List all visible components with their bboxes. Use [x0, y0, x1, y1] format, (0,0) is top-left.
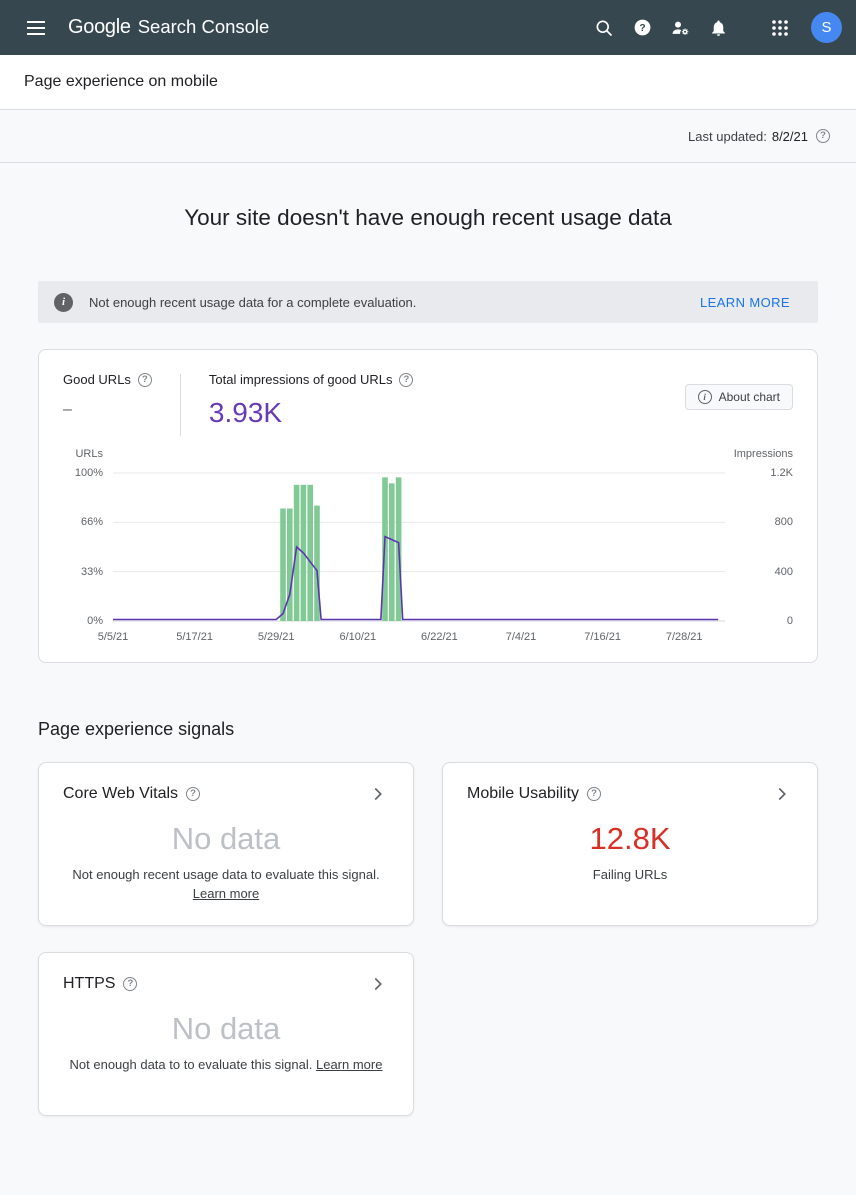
user-settings-icon: [672, 21, 688, 35]
y-tick-label: 400: [774, 565, 793, 578]
apps-grid-icon: [772, 19, 788, 36]
impressions-chart-card: Good URLs ? – Total impressions of good …: [38, 349, 818, 663]
chart-plot-column: 5/5/21 5/17/21 5/29/21 6/10/21 6/22/21 7/4/21…: [98, 472, 725, 648]
about-chart-button[interactable]: i About chart: [684, 384, 793, 410]
info-banner: i Not enough recent usage data for a com…: [38, 281, 818, 323]
good-urls-metric: Good URLs ? –: [63, 372, 152, 419]
left-axis: URLs 100% 66% 33% 0%: [63, 448, 113, 648]
app-header: Google Search Console ? S: [0, 0, 856, 55]
card-title: HTTPS: [63, 975, 116, 992]
last-updated-value: 8/2/21: [771, 128, 808, 144]
x-tick-label: 5/29/21: [257, 631, 295, 643]
card-description: Not enough recent usage data to evaluate…: [63, 866, 389, 904]
signals-heading: Page experience signals: [38, 719, 235, 739]
card-description-text: Not enough data to to evaluate this sign…: [69, 1057, 313, 1072]
card-value: No data: [171, 821, 281, 856]
y-tick-label: 33%: [80, 565, 103, 578]
card-description-text: Not enough recent usage data to evaluate…: [72, 867, 380, 882]
y-tick-label: 0: [786, 615, 793, 627]
chart-plot[interactable]: [113, 472, 725, 622]
notifications-button[interactable]: [699, 9, 737, 47]
signal-card-core-web-vitals[interactable]: Core Web Vitals ? No data Not enough rec…: [38, 762, 414, 926]
impressions-metric: Total impressions of good URLs ? 3.93K: [209, 372, 414, 429]
last-updated-row: Last updated: 8/2/21 ?: [0, 110, 856, 163]
y-tick-label: 66%: [80, 516, 103, 529]
chart-area: URLs 100% 66% 33% 0% 5/5/21 5/17/21 5/29/21 6/1…: [39, 436, 817, 662]
hamburger-icon: [27, 20, 45, 35]
impressions-label: Total impressions of good URLs: [208, 372, 393, 387]
info-icon: i: [54, 292, 73, 312]
x-tick-label: 5/5/21: [97, 631, 129, 643]
left-axis-title: URLs: [75, 448, 103, 460]
chevron-right-icon[interactable]: [771, 783, 793, 805]
card-value: No data: [171, 1011, 281, 1046]
main-heading: Your site doesn't have enough recent usa…: [184, 205, 672, 230]
avatar[interactable]: S: [811, 12, 842, 43]
y-tick-label: 100%: [74, 467, 103, 479]
x-tick-label: 7/28/21: [665, 631, 703, 643]
google-logo[interactable]: Google Search Console: [68, 16, 269, 39]
search-icon: [596, 20, 613, 36]
core-web-vitals-help-icon[interactable]: ?: [186, 787, 201, 801]
page-title: Page experience on mobile: [24, 73, 218, 90]
good-urls-value: –: [63, 401, 72, 418]
menu-button[interactable]: [14, 6, 58, 50]
y-tick-label: 0%: [87, 615, 103, 627]
bell-icon: [711, 19, 725, 36]
x-tick-label: 7/4/21: [505, 631, 537, 643]
card-description: Not enough data to to evaluate this sign…: [63, 1056, 389, 1075]
search-button[interactable]: [585, 9, 623, 47]
google-wordmark: Google: [68, 16, 131, 38]
right-axis: Impressions 1.2K 800 400 0: [725, 448, 793, 648]
breadcrumb-bar: Page experience on mobile: [0, 55, 856, 110]
apps-grid-button[interactable]: [761, 9, 799, 47]
last-updated-label: Last updated:: [688, 128, 767, 144]
card-description-text: Failing URLs: [592, 867, 668, 882]
mobile-usability-help-icon[interactable]: ?: [587, 787, 602, 801]
card-title: Core Web Vitals: [63, 785, 179, 802]
banner-text: Not enough recent usage data for a compl…: [89, 294, 417, 310]
learn-more-button[interactable]: LEARN MORE: [700, 294, 790, 310]
chart-card-header: Good URLs ? – Total impressions of good …: [39, 350, 817, 436]
card-description: Failing URLs: [467, 866, 793, 885]
https-help-icon[interactable]: ?: [123, 977, 138, 991]
about-chart-label: About chart: [718, 390, 780, 404]
svg-text:?: ?: [639, 23, 645, 34]
product-name: Search Console: [137, 16, 270, 37]
x-tick-label: 7/16/21: [584, 631, 621, 643]
signal-card-https[interactable]: HTTPS ? No data Not enough data to to ev…: [38, 952, 414, 1116]
learn-more-link[interactable]: Learn more: [315, 1057, 383, 1072]
learn-more-link[interactable]: Learn more: [192, 885, 260, 901]
metric-divider: [179, 374, 181, 436]
chevron-right-icon[interactable]: [367, 973, 389, 995]
help-button[interactable]: ?: [623, 9, 661, 47]
about-chart-info-icon: i: [697, 390, 712, 404]
impressions-help-icon[interactable]: ?: [399, 372, 414, 387]
card-title: Mobile Usability: [467, 785, 580, 802]
help-icon: ?: [634, 19, 650, 36]
x-tick-label: 6/22/21: [421, 631, 458, 643]
user-settings-button[interactable]: [661, 9, 699, 47]
x-axis-labels: 5/5/21 5/17/21 5/29/21 6/10/21 6/22/21 7/4/21…: [98, 622, 725, 648]
signal-cards: Core Web Vitals ? No data Not enough rec…: [38, 762, 818, 1116]
last-updated-help-icon[interactable]: ?: [816, 129, 830, 143]
good-urls-label: Good URLs: [63, 372, 131, 387]
card-value: 12.8K: [589, 821, 671, 856]
y-tick-label: 1.2K: [770, 467, 793, 479]
right-axis-title: Impressions: [733, 448, 793, 460]
impressions-value: 3.93K: [208, 397, 283, 428]
chevron-right-icon[interactable]: [367, 783, 389, 805]
good-urls-help-icon[interactable]: ?: [137, 372, 152, 387]
chart-svg: [113, 472, 725, 622]
y-tick-label: 800: [774, 516, 793, 529]
x-tick-label: 5/17/21: [176, 631, 213, 643]
signal-card-mobile-usability[interactable]: Mobile Usability ? 12.8K Failing URLs: [442, 762, 818, 926]
x-tick-label: 6/10/21: [339, 631, 377, 643]
